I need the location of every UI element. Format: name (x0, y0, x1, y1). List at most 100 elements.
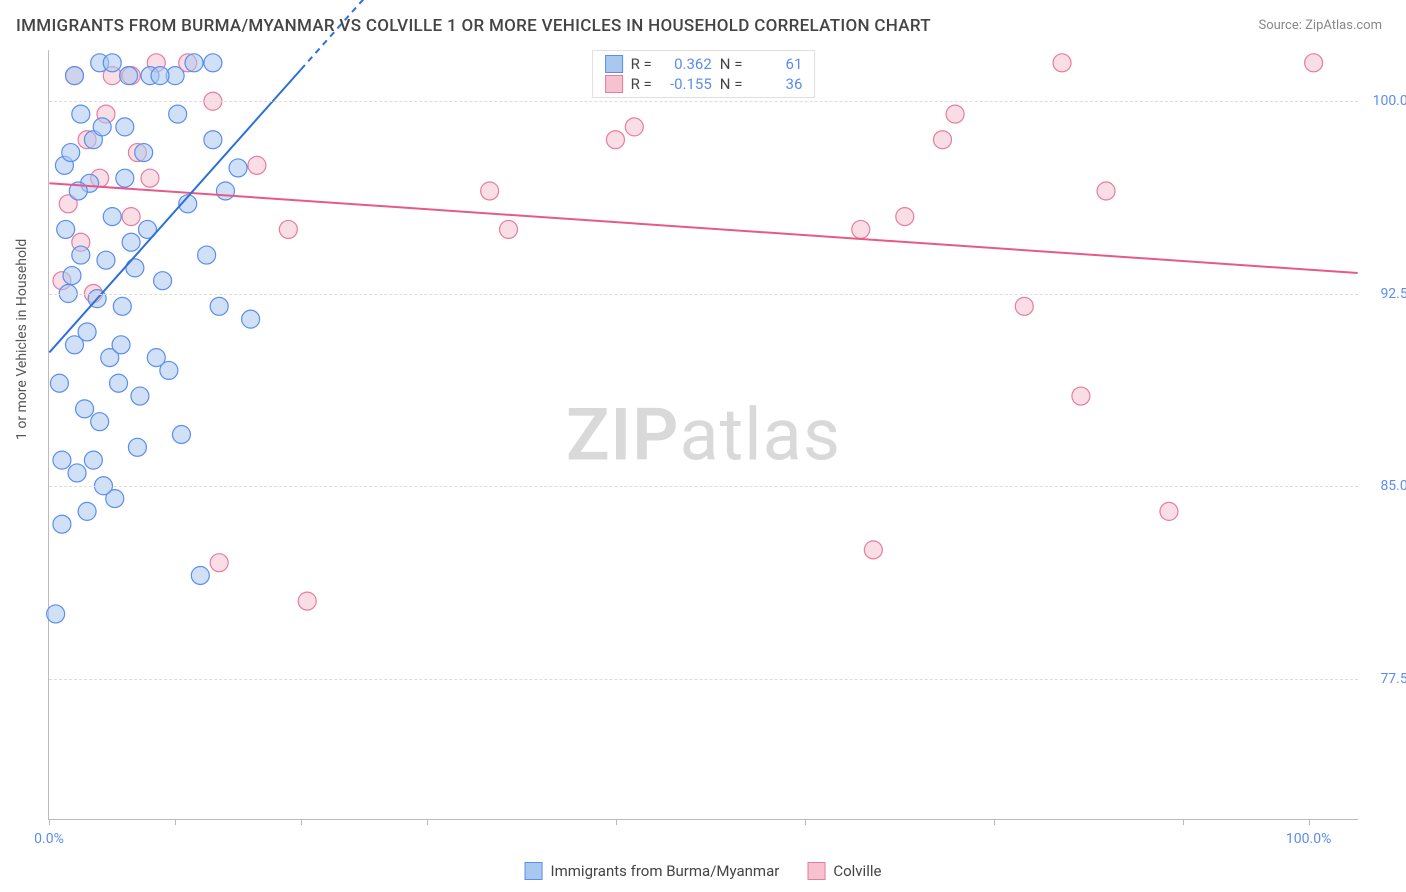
data-point (172, 426, 190, 444)
data-point (198, 246, 216, 264)
data-point (97, 251, 115, 269)
x-tick-mark (1183, 819, 1184, 825)
source-value: ZipAtlas.com (1305, 18, 1382, 33)
data-point (131, 387, 149, 405)
data-point (93, 118, 111, 136)
data-point (216, 182, 234, 200)
data-point (298, 592, 316, 610)
r-label-b: R = (631, 75, 652, 93)
x-tick-mark (994, 819, 995, 825)
data-point (500, 220, 518, 238)
y-tick-label: 92.5% (1363, 286, 1406, 302)
x-tick-mark (175, 819, 176, 825)
y-tick-label: 100.0% (1363, 93, 1406, 109)
legend-stats-row-a: R = 0.362 N = 61 (605, 55, 803, 73)
data-point (1053, 54, 1071, 72)
source-attribution: Source: ZipAtlas.com (1258, 18, 1382, 33)
x-tick-label: 100.0% (1286, 831, 1331, 847)
n-label-a: N = (720, 55, 743, 73)
data-point (63, 267, 81, 285)
legend-stats: R = 0.362 N = 61 R = -0.155 N = 36 (592, 50, 816, 98)
data-point (78, 502, 96, 520)
x-tick-mark (49, 819, 50, 825)
data-point (279, 220, 297, 238)
data-point (68, 464, 86, 482)
data-point (1072, 387, 1090, 405)
legend-item-b: Colville (807, 862, 881, 880)
data-point (154, 272, 172, 290)
data-point (112, 336, 130, 354)
x-tick-label: 0.0% (34, 831, 64, 847)
data-point (116, 169, 134, 187)
gridline-horizontal (49, 679, 1358, 680)
data-point (141, 169, 159, 187)
x-tick-mark (805, 819, 806, 825)
x-tick-mark (616, 819, 617, 825)
legend-bottom-swatch-a-icon (525, 862, 543, 880)
data-point (66, 67, 84, 85)
data-point (204, 54, 222, 72)
data-point (248, 156, 266, 174)
data-point (1305, 54, 1323, 72)
data-point (116, 118, 134, 136)
data-point (47, 605, 65, 623)
data-point (91, 413, 109, 431)
data-point (76, 400, 94, 418)
y-axis-title: 1 or more Vehicles in Household (14, 239, 30, 440)
data-point (852, 220, 870, 238)
data-point (864, 541, 882, 559)
chart-title: IMMIGRANTS FROM BURMA/MYANMAR VS COLVILL… (16, 16, 931, 36)
source-label: Source: (1258, 18, 1305, 33)
legend-item-b-label: Colville (833, 862, 881, 880)
data-point (946, 105, 964, 123)
data-point (169, 105, 187, 123)
data-point (126, 259, 144, 277)
data-point (103, 208, 121, 226)
data-point (103, 54, 121, 72)
data-point (204, 131, 222, 149)
legend-item-a: Immigrants from Burma/Myanmar (525, 862, 780, 880)
n-label-b: N = (720, 75, 743, 93)
data-point (210, 554, 228, 572)
data-point (1015, 297, 1033, 315)
y-tick-label: 77.5% (1363, 671, 1406, 687)
data-point (151, 67, 169, 85)
data-point (110, 374, 128, 392)
data-point (122, 208, 140, 226)
data-point (72, 105, 90, 123)
n-value-a: 61 (750, 55, 802, 73)
x-tick-mark (1309, 819, 1310, 825)
data-point (934, 131, 952, 149)
data-point (185, 54, 203, 72)
y-tick-label: 85.0% (1363, 478, 1406, 494)
data-point (122, 233, 140, 251)
n-value-b: 36 (750, 75, 802, 93)
data-point (625, 118, 643, 136)
data-point (1097, 182, 1115, 200)
r-value-a: 0.362 (660, 55, 712, 73)
r-label-a: R = (631, 55, 652, 73)
data-point (50, 374, 68, 392)
legend-swatch-a-icon (605, 55, 623, 73)
data-point (53, 515, 71, 533)
data-point (62, 144, 80, 162)
legend-swatch-b-icon (605, 75, 623, 93)
gridline-horizontal (49, 486, 1358, 487)
data-point (481, 182, 499, 200)
data-point (1160, 502, 1178, 520)
data-point (896, 208, 914, 226)
data-point (606, 131, 624, 149)
data-point (128, 438, 146, 456)
data-point (57, 220, 75, 238)
x-tick-mark (427, 819, 428, 825)
legend-series: Immigrants from Burma/Myanmar Colville (525, 862, 882, 880)
gridline-horizontal (49, 294, 1358, 295)
legend-bottom-swatch-b-icon (807, 862, 825, 880)
plot-svg (49, 50, 1358, 819)
x-tick-mark (301, 819, 302, 825)
legend-item-a-label: Immigrants from Burma/Myanmar (551, 862, 780, 880)
data-point (210, 297, 228, 315)
data-point (84, 451, 102, 469)
data-point (191, 566, 209, 584)
plot-area: ZIPatlas R = 0.362 N = 61 R = -0.155 N =… (48, 50, 1358, 820)
